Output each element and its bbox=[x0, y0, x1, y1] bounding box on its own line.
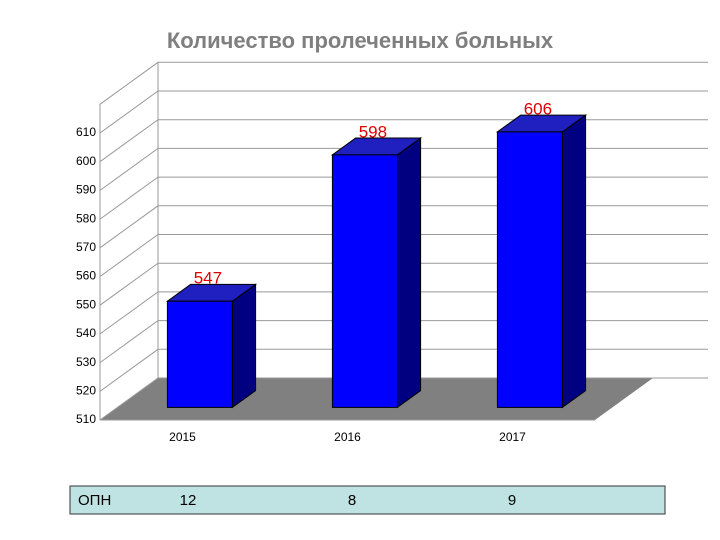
y-tick-label: 560 bbox=[76, 269, 96, 283]
x-tick-label: 2017 bbox=[499, 430, 526, 444]
y-tick-label: 520 bbox=[76, 383, 96, 397]
bar bbox=[496, 131, 563, 408]
y-tick-label: 580 bbox=[76, 211, 96, 225]
table-cell: 9 bbox=[508, 492, 516, 509]
value-label: 598 bbox=[359, 122, 387, 141]
bar-side bbox=[231, 283, 257, 409]
table-row bbox=[69, 485, 666, 515]
value-label: 547 bbox=[194, 269, 222, 288]
y-tick-label: 610 bbox=[76, 125, 96, 139]
y-tick-label: 550 bbox=[76, 297, 96, 311]
wall-edge bbox=[99, 61, 708, 420]
value-label: 606 bbox=[524, 99, 552, 118]
y-tick-label: 540 bbox=[76, 326, 96, 340]
grid-line bbox=[99, 90, 708, 134]
bar bbox=[166, 300, 233, 408]
x-tick-label: 2016 bbox=[334, 430, 361, 444]
y-tick-label: 510 bbox=[76, 412, 96, 426]
table-label: ОПН bbox=[78, 492, 111, 509]
chart-title: Количество пролеченных больных bbox=[167, 28, 554, 53]
table-cell: 8 bbox=[348, 492, 356, 509]
y-tick-label: 530 bbox=[76, 355, 96, 369]
bar bbox=[331, 154, 398, 408]
bar-side bbox=[561, 114, 587, 409]
table-cell: 12 bbox=[180, 492, 197, 509]
y-tick-label: 600 bbox=[76, 154, 96, 168]
y-tick-label: 590 bbox=[76, 183, 96, 197]
x-tick-label: 2015 bbox=[169, 430, 196, 444]
y-tick-label: 570 bbox=[76, 240, 96, 254]
bar-side bbox=[396, 137, 422, 409]
